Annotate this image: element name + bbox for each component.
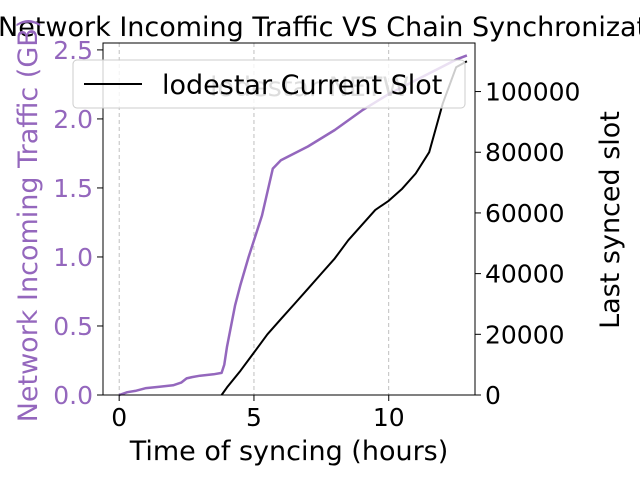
- legend: lodestar NETW lodestar Current Slot: [72, 59, 466, 109]
- y-right-tick-label: 60000: [485, 199, 565, 228]
- x-tick-label: 10: [373, 403, 405, 432]
- y-right-tick-label: 100000: [485, 78, 580, 107]
- ticks: 0 5 100.00.51.01.52.02.5020000400006000080…: [53, 36, 580, 432]
- series-line-1: [220, 60, 468, 396]
- y-right-tick-label: 0: [485, 381, 501, 410]
- legend-hidden-entry: lodestar NETW: [210, 72, 409, 103]
- y-axis-label-right: Last synced slot: [595, 111, 626, 329]
- plot-frame: [102, 42, 476, 396]
- legend-box: [72, 59, 466, 109]
- y-right-tick-label: 80000: [485, 138, 565, 167]
- y-right-tick-label: 40000: [485, 260, 565, 289]
- x-axis-label: Time of syncing (hours): [129, 436, 449, 467]
- legend-label-current-slot: lodestar Current Slot: [162, 70, 442, 101]
- x-tick-label: 5: [246, 403, 262, 432]
- x-tick-label: 0: [111, 403, 127, 432]
- y-left-tick-label: 0.5: [53, 312, 93, 341]
- y-left-tick-label: 2.0: [53, 105, 93, 134]
- y-left-tick-label: 0.0: [53, 381, 93, 410]
- y-left-tick-label: 1.0: [53, 243, 93, 272]
- y-right-tick-label: 20000: [485, 320, 565, 349]
- y-left-tick-label: 1.5: [53, 174, 93, 203]
- series-current-slot: [220, 60, 468, 396]
- chart-title: Network Incoming Traffic VS Chain Synchr…: [0, 12, 640, 43]
- y-axis-label-left: Network Incoming Traffic (GB): [13, 18, 44, 423]
